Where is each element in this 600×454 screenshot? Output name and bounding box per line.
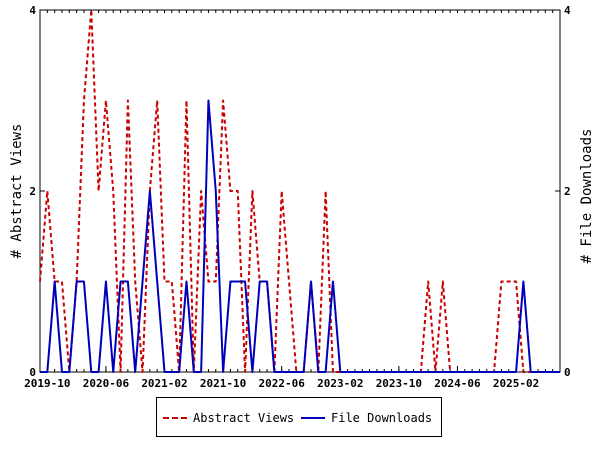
legend-swatch-file-downloads	[301, 417, 325, 419]
y-right-tick-label: 0	[564, 366, 571, 379]
x-tick-label: 2019-10	[24, 377, 70, 390]
y-right-axis-title: # File Downloads	[579, 129, 595, 264]
labels-layer: 2019-10 2020-06 2021-02 2021-10 2022-06 2023-…	[9, 4, 595, 390]
x-tick-label: 2024-06	[434, 377, 481, 390]
legend-item-file-downloads: File Downloads	[301, 410, 432, 426]
legend-label-file-downloads: File Downloads	[331, 411, 433, 425]
x-tick-label: 2022-06	[259, 377, 306, 390]
x-tick-label: 2023-02	[317, 377, 363, 390]
series-layer	[39, 9, 560, 373]
y-right-tick-label: 2	[564, 185, 571, 198]
x-tick-label: 2021-10	[200, 377, 246, 390]
y-left-axis-title: # Abstract Views	[9, 124, 25, 259]
y-left-tick-label: 4	[29, 4, 36, 17]
y-left-tick-label: 0	[29, 366, 36, 379]
y-right-tick-label: 4	[564, 4, 571, 17]
legend-item-abstract-views: Abstract Views	[163, 410, 294, 426]
x-tick-label: 2020-06	[83, 377, 130, 390]
y-left-tick-label: 2	[29, 185, 36, 198]
x-tick-label: 2023-10	[376, 377, 422, 390]
legend-swatch-abstract-views	[163, 417, 187, 419]
x-tick-label: 2025-02	[493, 377, 539, 390]
legend-label-abstract-views: Abstract Views	[193, 411, 295, 425]
series-line-file-downloads	[40, 99, 560, 373]
x-tick-label: 2021-02	[141, 377, 187, 390]
legend: Abstract Views File Downloads	[156, 397, 442, 437]
